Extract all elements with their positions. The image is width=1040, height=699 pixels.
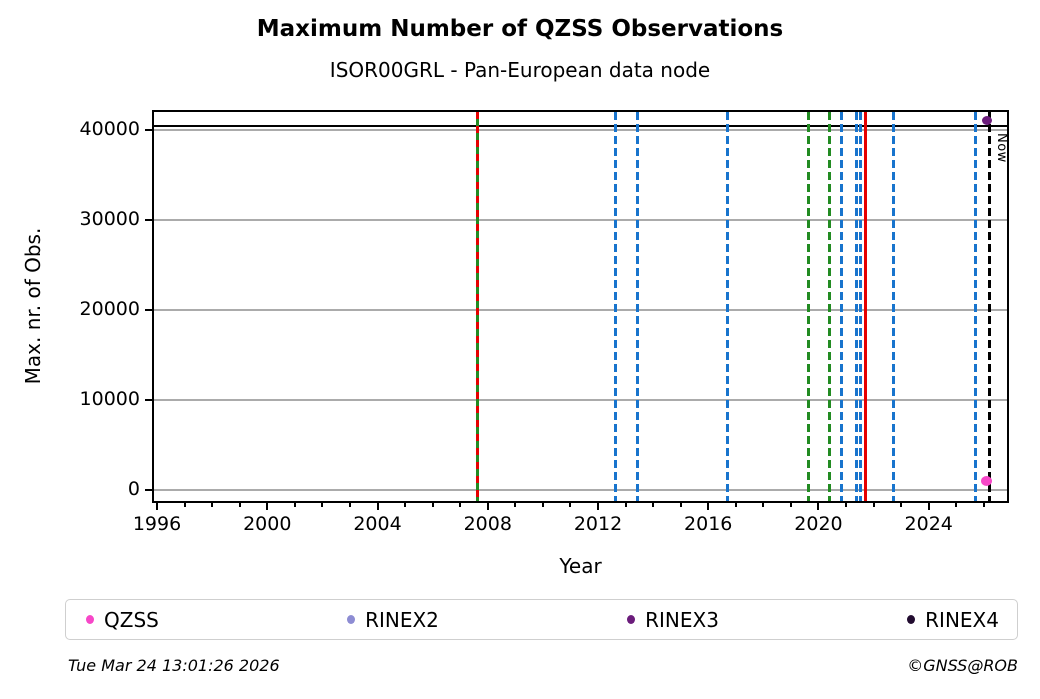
x-tick-label: 2020 xyxy=(794,513,843,535)
y-tick xyxy=(145,399,152,402)
x-tick-label: 2012 xyxy=(573,513,623,535)
x-minor-tick xyxy=(514,503,517,507)
x-minor-tick xyxy=(982,503,985,507)
gridline-y-30000 xyxy=(154,219,1007,221)
credit: ©GNSS@ROB xyxy=(907,656,1018,675)
x-major-tick xyxy=(707,503,710,510)
event-vline-12 xyxy=(973,112,977,501)
x-major-tick xyxy=(927,503,930,510)
event-vline-3 xyxy=(636,112,640,501)
reference-hline xyxy=(154,124,1007,127)
x-major-tick xyxy=(486,503,489,510)
gridline-y-10000 xyxy=(154,399,1007,401)
gridline-y-0 xyxy=(154,489,1007,491)
x-minor-tick xyxy=(431,503,434,507)
x-major-tick xyxy=(817,503,820,510)
x-minor-tick xyxy=(541,503,544,507)
x-tick-label: 2016 xyxy=(684,513,733,535)
x-minor-tick xyxy=(789,503,792,507)
x-minor-tick xyxy=(762,503,765,507)
x-minor-tick xyxy=(624,503,627,507)
y-tick-label: 10000 xyxy=(79,388,140,411)
legend-label: RINEX2 xyxy=(365,607,439,632)
y-tick-label: 30000 xyxy=(79,208,140,231)
rinex3-marker-icon xyxy=(627,615,636,624)
event-vline-7 xyxy=(840,112,844,501)
x-minor-tick xyxy=(679,503,682,507)
x-minor-tick xyxy=(293,503,296,507)
event-vline-10 xyxy=(864,112,868,501)
y-tick xyxy=(145,489,152,492)
event-vline-13 xyxy=(988,112,992,501)
x-major-tick xyxy=(266,503,269,510)
x-minor-tick xyxy=(348,503,351,507)
legend-item-qzss: QZSS xyxy=(86,608,159,632)
x-minor-tick xyxy=(652,503,655,507)
event-vline-8 xyxy=(855,112,859,501)
qzss-marker-icon xyxy=(86,615,94,624)
chart-subtitle: ISOR00GRL - Pan-European data node xyxy=(329,58,711,82)
plot-area: Now xyxy=(152,110,1009,503)
data-point-qzss xyxy=(981,475,993,486)
x-minor-tick xyxy=(211,503,214,507)
timestamp: Tue Mar 24 13:01:26 2026 xyxy=(68,656,280,675)
y-tick-label: 0 xyxy=(127,478,140,501)
x-tick-label: 1996 xyxy=(132,513,182,535)
legend-label: RINEX4 xyxy=(925,607,999,632)
x-minor-tick xyxy=(459,503,462,507)
x-minor-tick xyxy=(183,503,186,507)
event-vline-9 xyxy=(859,112,863,501)
x-minor-tick xyxy=(900,503,903,507)
event-vline-4 xyxy=(725,112,729,501)
gridline-y-20000 xyxy=(154,309,1007,311)
rinex2-marker-icon xyxy=(347,615,356,624)
x-major-tick xyxy=(156,503,159,510)
legend: QZSS RINEX2 RINEX3 RINEX4 xyxy=(65,599,1018,640)
y-tick xyxy=(145,309,152,312)
x-minor-tick xyxy=(734,503,737,507)
event-vline-11 xyxy=(891,112,895,501)
event-vline-2 xyxy=(614,112,618,501)
legend-item-rinex2: RINEX2 xyxy=(347,608,439,632)
y-tick-label: 40000 xyxy=(79,118,140,140)
data-point-rinex3 xyxy=(981,116,992,125)
legend-label: RINEX3 xyxy=(645,607,719,632)
y-tick xyxy=(145,129,152,131)
gridline-y-40000 xyxy=(154,129,1007,131)
x-tick-label: 2008 xyxy=(463,513,512,535)
x-minor-tick xyxy=(238,503,241,507)
x-minor-tick xyxy=(955,503,958,507)
x-major-tick xyxy=(597,503,599,510)
x-minor-tick xyxy=(321,503,324,507)
rinex4-marker-icon xyxy=(907,615,916,624)
y-tick-label: 20000 xyxy=(79,298,140,321)
x-minor-tick xyxy=(404,503,407,507)
y-axis-label: Max. nr. of Obs. xyxy=(21,227,45,385)
x-tick-label: 2004 xyxy=(353,513,402,535)
x-major-tick xyxy=(376,503,379,510)
x-minor-tick xyxy=(569,503,572,507)
x-minor-tick xyxy=(872,503,875,507)
x-tick-label: 2000 xyxy=(243,513,292,535)
legend-item-rinex4: RINEX4 xyxy=(907,608,999,632)
event-vline-6 xyxy=(828,112,832,501)
event-vline-5 xyxy=(807,112,811,501)
x-axis-label: Year xyxy=(559,554,602,578)
legend-label: QZSS xyxy=(104,607,159,632)
chart-title: Maximum Number of QZSS Observations xyxy=(256,16,784,42)
event-vline-1 xyxy=(476,112,480,501)
now-line-label: Now xyxy=(993,133,1009,163)
x-tick-label: 2024 xyxy=(904,513,953,535)
y-tick xyxy=(145,219,152,222)
x-minor-tick xyxy=(845,503,848,507)
legend-item-rinex3: RINEX3 xyxy=(627,608,719,632)
